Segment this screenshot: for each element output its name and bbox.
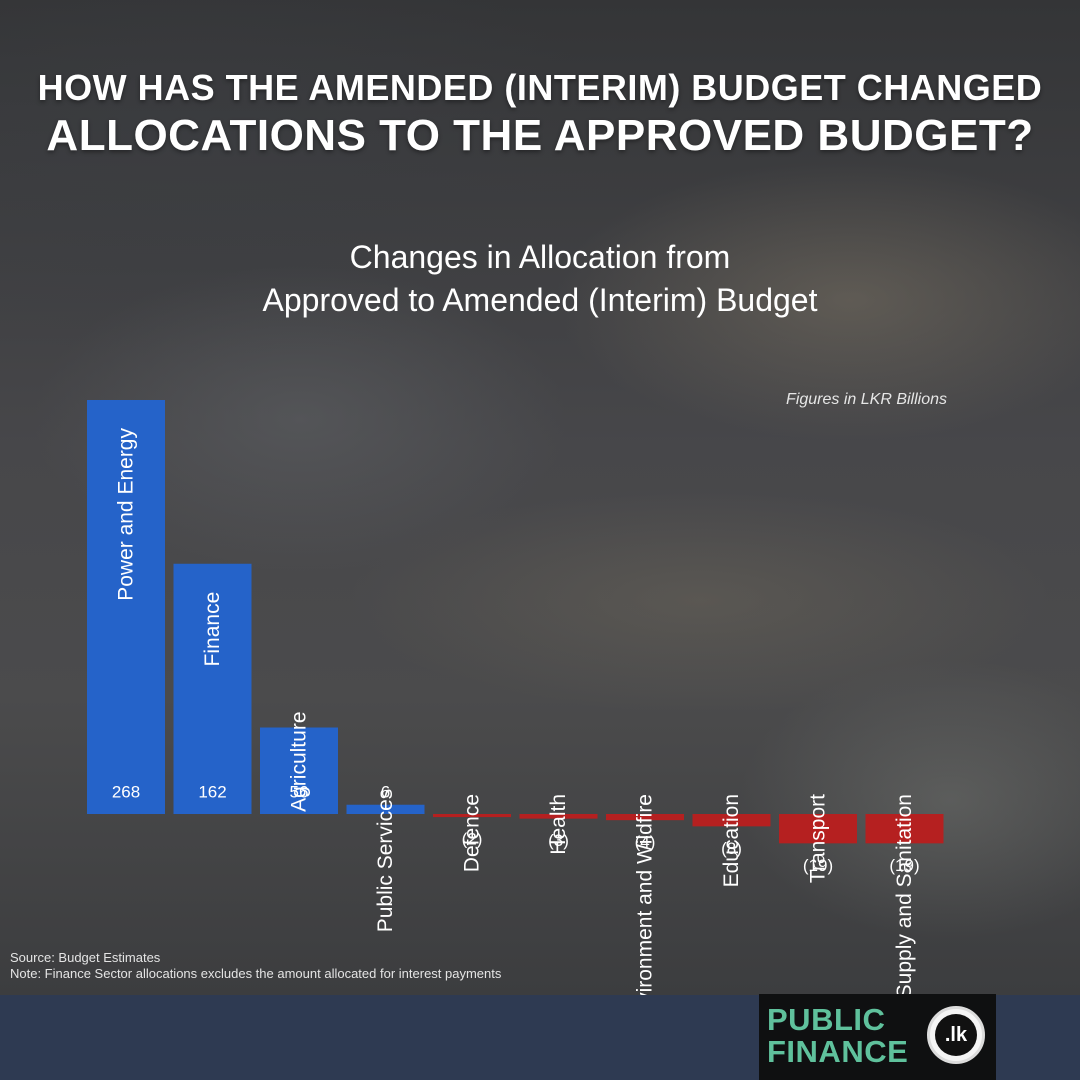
chart-title-line-1: Changes in Allocation from: [349, 239, 731, 275]
logo-seal-icon: .lk: [927, 1006, 985, 1064]
bar-power-and-energy: [87, 400, 165, 814]
category-label-agriculture: Agriculture: [288, 711, 311, 811]
logo-line-2: FINANCE: [767, 1034, 909, 1069]
bar-public-services: [346, 804, 425, 814]
bar-finance: [173, 563, 252, 814]
value-label-public-services: 6: [381, 783, 390, 802]
source-line: Source: Budget Estimates: [10, 950, 161, 965]
bar-environment-and-wildfire: [606, 814, 684, 821]
category-label-environment-and-wildfire: Environment and Wildfire: [634, 794, 657, 995]
bar-agriculture: [260, 727, 338, 814]
category-label-transport: Transport: [807, 794, 830, 883]
bar-water-supply-and-sanitation: [865, 814, 944, 844]
logo-badge: .lk: [935, 1014, 977, 1056]
chart-title: Changes in Allocation from Approved to A…: [0, 236, 1080, 322]
value-label-agriculture: 56: [290, 783, 309, 802]
category-label-finance: Finance: [201, 592, 224, 667]
category-label-power-and-energy: Power and Energy: [115, 428, 138, 601]
logo-wordmark: PUBLIC FINANCE: [767, 1004, 908, 1068]
value-label-transport: (19): [803, 856, 833, 875]
bar-health: [519, 814, 598, 819]
category-label-health: Health: [547, 794, 570, 855]
headline: HOW HAS THE AMENDED (INTERIM) BUDGET CHA…: [0, 66, 1080, 162]
public-finance-logo: PUBLIC FINANCE .lk: [759, 994, 996, 1080]
value-label-finance: 162: [198, 783, 226, 802]
category-label-education: Education: [720, 794, 743, 887]
headline-line-1: HOW HAS THE AMENDED (INTERIM) BUDGET CHA…: [37, 67, 1043, 108]
bar-chart: Power and Energy 268 Finance 162 Agriculture…: [87, 400, 944, 995]
note-line: Note: Finance Sector allocations exclude…: [10, 966, 502, 981]
category-label-defence: Defence: [461, 794, 484, 872]
value-label-water-supply-and-sanitation: (19): [889, 856, 919, 875]
category-label-public-services: Public Services: [374, 789, 397, 933]
headline-line-2: ALLOCATIONS TO THE APPROVED BUDGET?: [46, 111, 1034, 160]
units-note: Figures in LKR Billions: [786, 391, 947, 408]
bar-transport: [779, 814, 857, 844]
value-label-power-and-energy: 268: [112, 783, 140, 802]
bar-education: [692, 814, 771, 827]
value-label-environment-and-wildfire: (4): [635, 833, 656, 852]
bar-defence: [433, 814, 511, 818]
chart-title-line-2: Approved to Amended (Interim) Budget: [262, 282, 818, 318]
value-label-education: (8): [721, 839, 742, 858]
logo-line-1: PUBLIC: [767, 1002, 886, 1037]
category-label-water-supply-and-sanitation: Water Supply and Sanitation: [893, 794, 916, 995]
value-label-health: (3): [548, 831, 569, 850]
source-notes: Source: Budget Estimates Note: Finance S…: [10, 950, 501, 982]
value-label-defence: (2): [462, 830, 483, 849]
